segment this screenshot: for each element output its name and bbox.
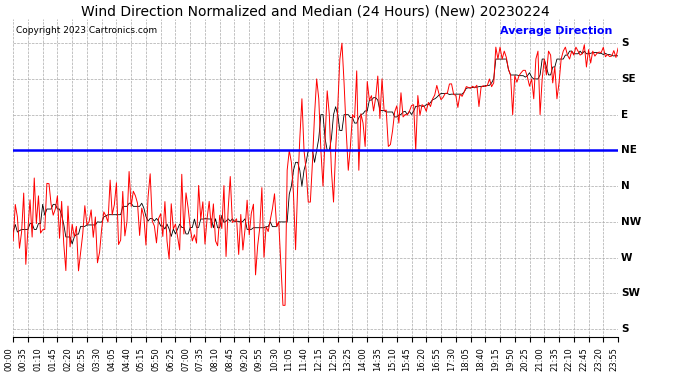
- Text: W: W: [621, 253, 633, 262]
- Text: NE: NE: [621, 146, 637, 155]
- Text: S: S: [621, 38, 629, 48]
- Title: Wind Direction Normalized and Median (24 Hours) (New) 20230224: Wind Direction Normalized and Median (24…: [81, 4, 550, 18]
- Text: SE: SE: [621, 74, 635, 84]
- Text: SW: SW: [621, 288, 640, 298]
- Text: NW: NW: [621, 217, 641, 227]
- Text: S: S: [621, 324, 629, 334]
- Text: Copyright 2023 Cartronics.com: Copyright 2023 Cartronics.com: [16, 26, 157, 35]
- Text: N: N: [621, 181, 630, 191]
- Text: E: E: [621, 110, 628, 120]
- Text: Average Direction: Average Direction: [500, 26, 612, 36]
